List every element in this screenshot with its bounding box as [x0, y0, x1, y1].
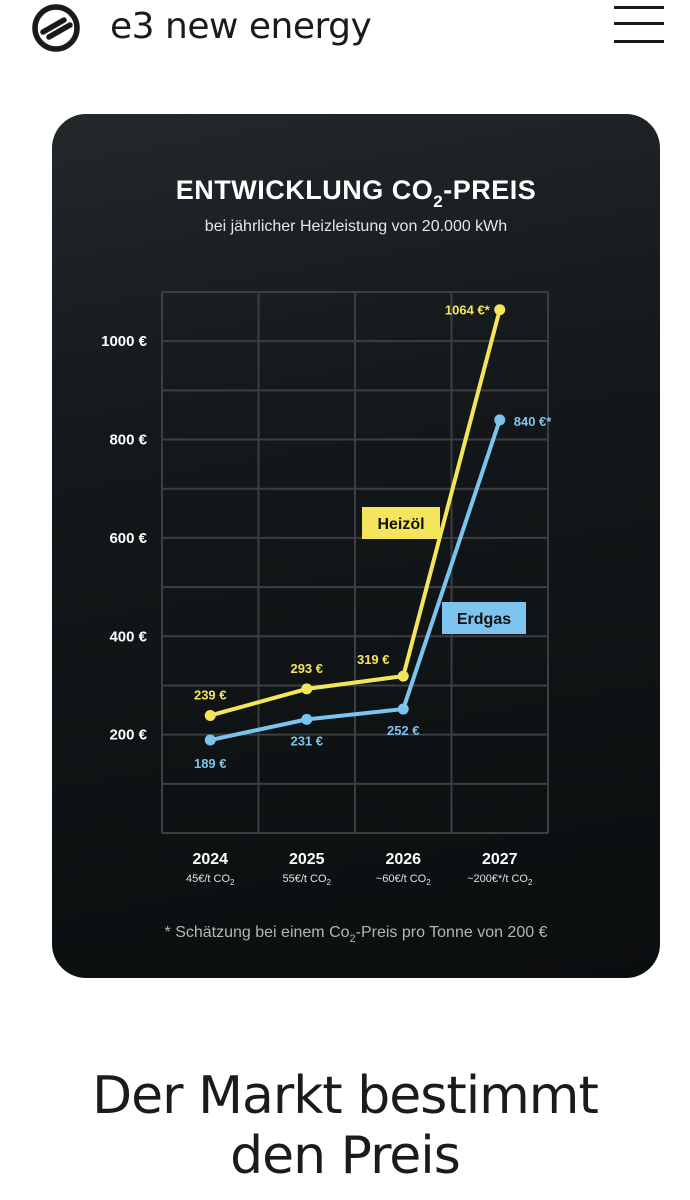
chart-series: 239 € 293 € 319 € 1064 €* 189 € 231 € 252 € 840…: [194, 303, 552, 771]
data-point: [494, 304, 506, 316]
section-heading-line-2: den Preis: [230, 1126, 461, 1186]
x-tick-label: 2024: [192, 851, 228, 868]
series-label-gas-box: [442, 602, 526, 634]
chart-footnote: * Schätzung bei einem Co2-Preis pro Tonn…: [165, 924, 548, 945]
e3-logo-icon[interactable]: [32, 4, 84, 52]
y-tick-label: 600 €: [109, 530, 147, 547]
y-tick-label: 800 €: [109, 432, 147, 449]
series-label-gas: Erdgas: [457, 611, 511, 628]
data-point: [397, 703, 409, 715]
data-point: [494, 414, 506, 426]
data-label: 231 €: [290, 733, 323, 748]
series-label-oil: Heizöl: [377, 516, 424, 533]
data-label: 1064 €*: [445, 303, 491, 318]
data-point: [204, 734, 216, 746]
co2-price-chart: ENTWICKLUNG CO2-PREIS bei jährlicher Hei…: [101, 175, 552, 945]
x-tick-sublabel: 55€/t CO2: [283, 873, 332, 887]
data-point: [397, 670, 409, 682]
data-label: 239 €: [194, 687, 227, 702]
chart-subtitle: bei jährlicher Heizleistung von 20.000 k…: [205, 218, 507, 235]
x-tick-sublabel: ~200€*/t CO2: [467, 873, 533, 887]
data-label: 293 €: [290, 661, 323, 676]
hamburger-menu-icon[interactable]: [612, 4, 666, 44]
co2-price-chart-card: ENTWICKLUNG CO2-PREIS bei jährlicher Hei…: [52, 114, 660, 978]
data-label: 319 €: [357, 652, 390, 667]
footnote-text: -Preis pro Tonne von 200 €: [356, 924, 548, 941]
series-line-heizöl: [209, 309, 502, 718]
data-label: 840 €*: [514, 414, 553, 429]
x-tick-sublabel: ~60€/t CO2: [376, 873, 431, 887]
y-tick-label: 200 €: [109, 727, 147, 744]
footnote-subscript: 2: [350, 933, 356, 945]
y-axis: 200 € 400 € 600 € 800 € 1000 €: [101, 333, 148, 743]
data-label: 189 €: [194, 756, 227, 771]
chart-series-labels: Heizöl Erdgas: [362, 507, 526, 634]
x-axis: 2024 45€/t CO2 2025 55€/t CO2 2026 ~60€/t CO2…: [186, 851, 533, 887]
brand-name[interactable]: e3 new energy: [110, 6, 372, 47]
x-tick-label: 2025: [289, 851, 325, 868]
footnote-text: * Schätzung bei einem Co: [165, 924, 350, 941]
site-header: e3 new energy: [0, 0, 690, 56]
data-label: 252 €: [387, 723, 420, 738]
series-line-erdgas: [209, 419, 502, 743]
series-label-oil-box: [362, 507, 440, 539]
section-heading-line-1: Der Markt bestimmt: [92, 1066, 599, 1126]
x-tick-sublabel: 45€/t CO2: [186, 873, 235, 887]
data-point: [301, 683, 313, 695]
chart-title-subscript: 2: [433, 192, 443, 211]
chart-title: ENTWICKLUNG CO2-PREIS: [176, 175, 536, 211]
y-tick-label: 1000 €: [101, 333, 148, 350]
chart-title-text: ENTWICKLUNG CO: [176, 175, 433, 205]
data-point: [204, 709, 216, 721]
y-tick-label: 400 €: [109, 628, 147, 645]
x-tick-label: 2027: [482, 851, 518, 868]
x-tick-label: 2026: [385, 851, 421, 868]
section-heading: Der Markt bestimmt den Preis: [0, 1066, 690, 1186]
chart-grid: [161, 291, 549, 834]
data-point: [301, 713, 313, 725]
chart-title-text: -PREIS: [443, 175, 536, 205]
